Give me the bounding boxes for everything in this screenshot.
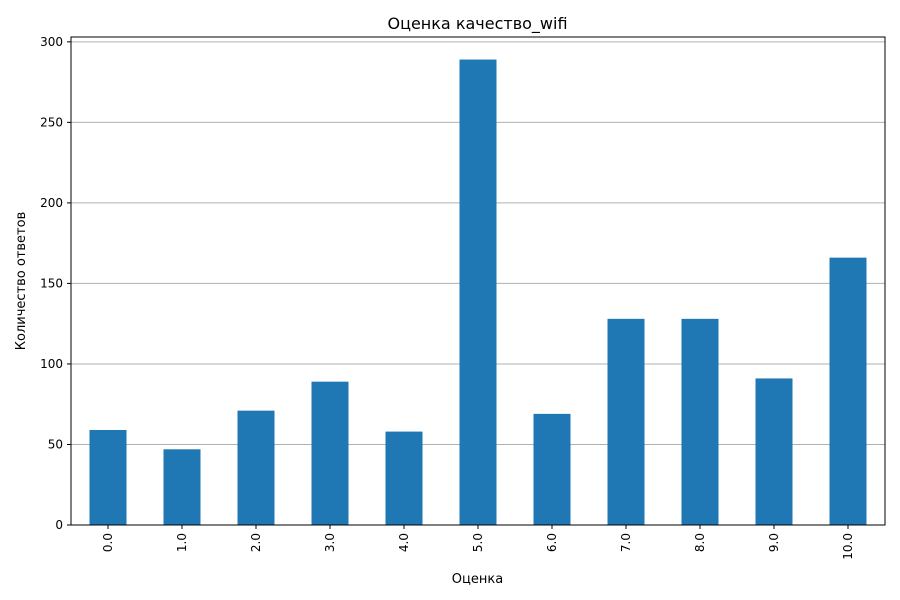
x-tick-label: 10.0 bbox=[841, 533, 855, 560]
bar-0-0 bbox=[89, 429, 127, 525]
bar-1-0 bbox=[163, 449, 201, 525]
y-axis-ticks: 0 50 100 150 200 250 300 bbox=[40, 35, 71, 532]
x-axis-label: Оценка bbox=[452, 572, 503, 587]
bar-10-0 bbox=[829, 257, 867, 525]
y-tick-label: 50 bbox=[48, 437, 63, 451]
y-tick-label: 150 bbox=[40, 276, 63, 290]
y-tick-label: 100 bbox=[40, 357, 63, 371]
y-tick-label: 200 bbox=[40, 196, 63, 210]
chart-title: Оценка качество_wifi bbox=[387, 14, 567, 34]
y-tick-label: 250 bbox=[40, 115, 63, 129]
y-tick-label: 300 bbox=[40, 35, 63, 49]
x-axis-ticks: 0.0 1.0 2.0 3.0 4.0 5.0 6.0 7.0 8.0 9.0 10.0 bbox=[101, 525, 855, 560]
bar-2-0 bbox=[237, 410, 275, 525]
x-tick-label: 1.0 bbox=[175, 533, 189, 552]
bar-8-0 bbox=[681, 318, 719, 525]
x-tick-label: 2.0 bbox=[249, 533, 263, 552]
x-tick-label: 9.0 bbox=[767, 533, 781, 552]
bar-7-0 bbox=[607, 318, 645, 525]
bar-3-0 bbox=[311, 381, 349, 525]
bar-4-0 bbox=[385, 431, 423, 525]
x-tick-label: 6.0 bbox=[545, 533, 559, 552]
x-tick-label: 5.0 bbox=[471, 533, 485, 552]
bar-6-0 bbox=[533, 413, 571, 525]
y-axis-label: Количество ответов bbox=[14, 212, 29, 350]
x-tick-label: 4.0 bbox=[397, 533, 411, 552]
x-tick-label: 0.0 bbox=[101, 533, 115, 552]
bars bbox=[89, 59, 867, 526]
y-tick-label: 0 bbox=[55, 518, 63, 532]
x-tick-label: 3.0 bbox=[323, 533, 337, 552]
bar-5-0 bbox=[459, 59, 497, 526]
bar-9-0 bbox=[755, 378, 793, 525]
x-tick-label: 7.0 bbox=[619, 533, 633, 552]
x-tick-label: 8.0 bbox=[693, 533, 707, 552]
